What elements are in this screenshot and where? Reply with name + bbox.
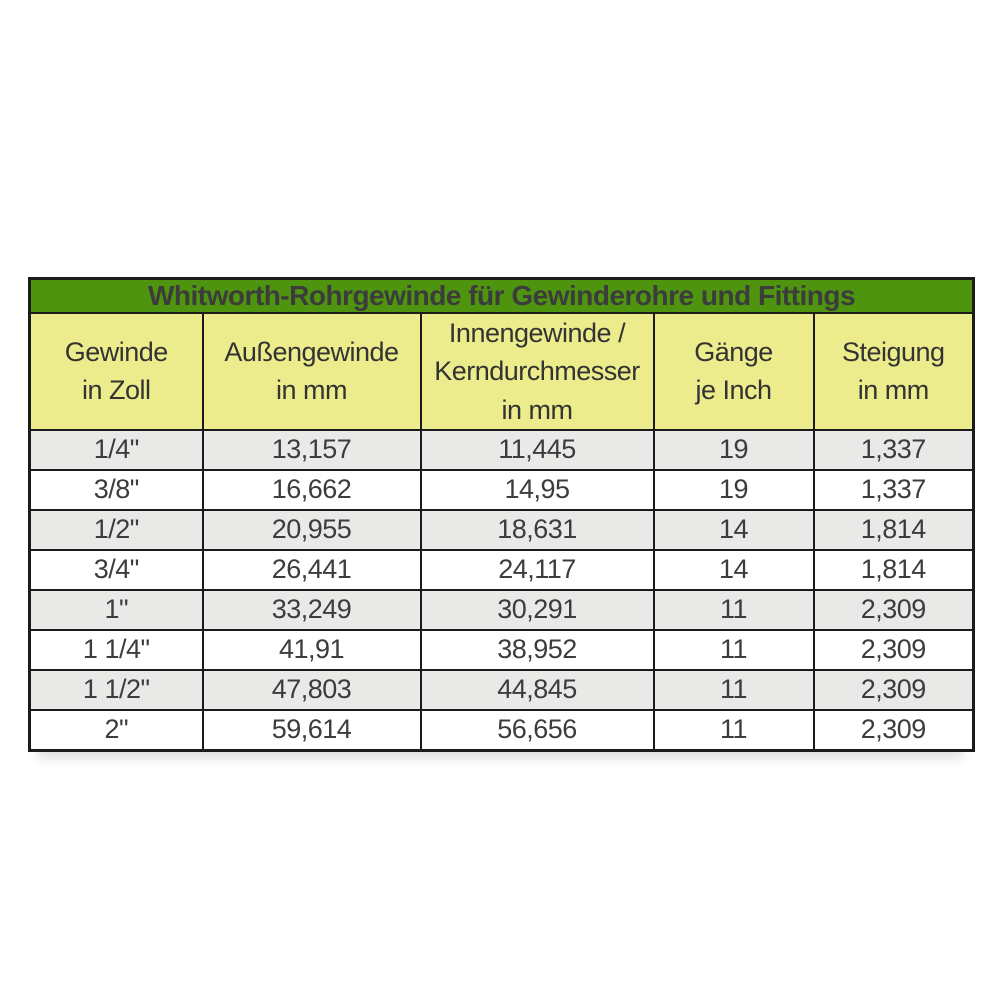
table-cell: 1 1/2" (28, 668, 204, 711)
table-cell: 11 (652, 588, 815, 631)
col-header-aussengewinde-mm: Außengewinde in mm (201, 312, 422, 431)
table-cell: 44,845 (419, 668, 655, 711)
table-row: 1 1/4" 41,91 38,952 11 2,309 (28, 628, 975, 671)
table-cell: 1,337 (812, 428, 975, 471)
table-row: 2" 59,614 56,656 11 2,309 (28, 708, 975, 752)
table-cell: 2,309 (812, 588, 975, 631)
table-row: 1" 33,249 30,291 11 2,309 (28, 588, 975, 631)
table-cell: 41,91 (201, 628, 422, 671)
table-cell: 2,309 (812, 708, 975, 752)
table-cell: 2,309 (812, 628, 975, 671)
table-cell: 13,157 (201, 428, 422, 471)
table-cell: 14 (652, 508, 815, 551)
table-row: 1 1/2" 47,803 44,845 11 2,309 (28, 668, 975, 711)
table-cell: 1,814 (812, 508, 975, 551)
table-cell: 30,291 (419, 588, 655, 631)
table-cell: 24,117 (419, 548, 655, 591)
table-row: 1/4" 13,157 11,445 19 1,337 (28, 428, 975, 471)
table-row: 3/8" 16,662 14,95 19 1,337 (28, 468, 975, 511)
table-cell: 59,614 (201, 708, 422, 752)
whitworth-thread-table: Whitworth-Rohrgewinde für Gewinderohre u… (28, 277, 976, 752)
table-cell: 1 1/4" (28, 628, 204, 671)
table-body: 1/4" 13,157 11,445 19 1,337 3/8" 16,662 14,95 19… (28, 428, 975, 752)
col-header-gewinde-in-zoll: Gewinde in Zoll (28, 312, 204, 431)
table-cell: 1,337 (812, 468, 975, 511)
table-cell: 1,814 (812, 548, 975, 591)
table-cell: 2" (28, 708, 204, 752)
table-cell: 16,662 (201, 468, 422, 511)
spec-table: Whitworth-Rohrgewinde für Gewinderohre u… (28, 277, 976, 752)
table-cell: 11,445 (419, 428, 655, 471)
table-cell: 2,309 (812, 668, 975, 711)
table-row: 1/2" 20,955 18,631 14 1,814 (28, 508, 975, 551)
col-header-gaenge-je-inch: Gänge je Inch (652, 312, 815, 431)
table-cell: 20,955 (201, 508, 422, 551)
table-cell: 11 (652, 708, 815, 752)
col-header-innengewinde-kerndurchmesser-mm: Innengewinde / Kerndurchmesser in mm (419, 312, 655, 431)
table-cell: 3/4" (28, 548, 204, 591)
table-cell: 11 (652, 628, 815, 671)
table-cell: 1" (28, 588, 204, 631)
table-cell: 26,441 (201, 548, 422, 591)
table-cell: 33,249 (201, 588, 422, 631)
table-cell: 47,803 (201, 668, 422, 711)
table-cell: 19 (652, 428, 815, 471)
table-cell: 18,631 (419, 508, 655, 551)
column-header-row: Gewinde in Zoll Außengewinde in mm Innen… (28, 312, 975, 431)
table-cell: 1/2" (28, 508, 204, 551)
table-cell: 56,656 (419, 708, 655, 752)
table-cell: 11 (652, 668, 815, 711)
table-cell: 14 (652, 548, 815, 591)
table-title: Whitworth-Rohrgewinde für Gewinderohre u… (28, 277, 975, 314)
table-cell: 19 (652, 468, 815, 511)
col-header-steigung-in-mm: Steigung in mm (812, 312, 975, 431)
table-cell: 1/4" (28, 428, 204, 471)
table-row: 3/4" 26,441 24,117 14 1,814 (28, 548, 975, 591)
table-cell: 3/8" (28, 468, 204, 511)
table-cell: 14,95 (419, 468, 655, 511)
title-row: Whitworth-Rohrgewinde für Gewinderohre u… (28, 277, 975, 314)
table-cell: 38,952 (419, 628, 655, 671)
